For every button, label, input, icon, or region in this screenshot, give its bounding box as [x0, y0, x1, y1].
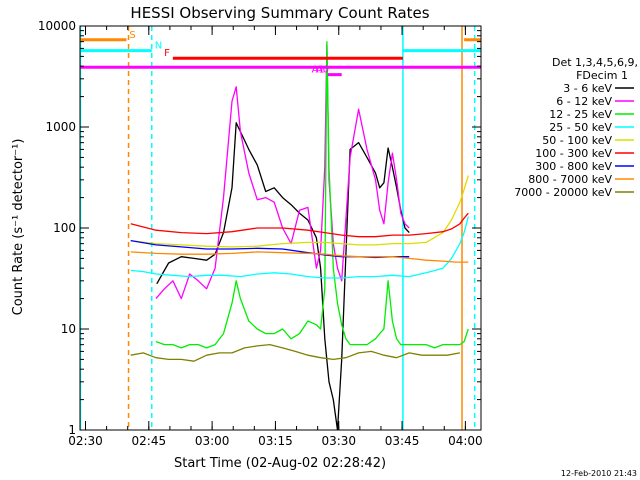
- footer-timestamp: 12-Feb-2010 21:43: [561, 469, 637, 478]
- x-axis-label: Start Time (02-Aug-02 02:28:42): [174, 456, 386, 471]
- flag-label-0: S: [129, 30, 135, 41]
- legend-label-1: 6 - 12 keV: [556, 95, 612, 108]
- series-line-5: [130, 212, 469, 238]
- flag-label-4: A1: [312, 65, 325, 76]
- legend-label-5: 100 - 300 keV: [535, 147, 612, 160]
- legend-label-6: 300 - 800 keV: [535, 160, 612, 173]
- x-tick-label-4: 03:30: [321, 434, 356, 448]
- legend-label-4: 50 - 100 keV: [542, 134, 612, 147]
- legend-label-7: 800 - 7000 keV: [528, 173, 612, 186]
- flag-label-2: F: [164, 48, 170, 59]
- legend-label-8: 7000 - 20000 keV: [514, 186, 612, 199]
- flag-label-5: A0: [316, 65, 329, 76]
- y-tick-label-2: 100: [53, 221, 76, 235]
- legend-title-line-1: Det 1,3,4,5,6,9,: [552, 56, 638, 69]
- legend-title-line-2: FDecim 1: [576, 69, 628, 82]
- legend-label-2: 12 - 25 keV: [549, 108, 612, 121]
- series-line-4: [130, 175, 469, 248]
- y-tick-label-0: 1: [68, 423, 76, 437]
- series-line-7: [130, 251, 469, 263]
- series-line-8: [130, 343, 461, 362]
- y-tick-label-4: 10000: [38, 19, 76, 33]
- series-line-6: [130, 239, 410, 259]
- x-tick-label-5: 03:45: [385, 434, 420, 448]
- x-tick-label-6: 04:00: [448, 434, 483, 448]
- series-line-2: [155, 40, 469, 349]
- plot-inner: [80, 26, 481, 430]
- legend-label-3: 25 - 50 keV: [549, 121, 612, 134]
- y-tick-label-1: 10: [61, 322, 76, 336]
- x-tick-label-0: 02:30: [68, 434, 103, 448]
- legend-label-0: 3 - 6 keV: [563, 82, 612, 95]
- axes-frame: 02:30 02:45 03:00 03:15 03:30 03:45 04:00 1 10 10…: [38, 19, 483, 448]
- series-line-3: [130, 216, 469, 279]
- x-tick-label-1: 02:45: [132, 434, 167, 448]
- x-tick-label-3: 03:15: [258, 434, 293, 448]
- chart-title: HESSI Observing Summary Count Rates: [130, 4, 429, 22]
- flag-label-1: N: [155, 41, 162, 52]
- series-line-1: [155, 44, 410, 300]
- x-tick-label-2: 03:00: [195, 434, 230, 448]
- y-tick-label-3: 1000: [45, 120, 76, 134]
- y-axis-label: Count Rate (s⁻¹ detector⁻¹): [11, 139, 26, 316]
